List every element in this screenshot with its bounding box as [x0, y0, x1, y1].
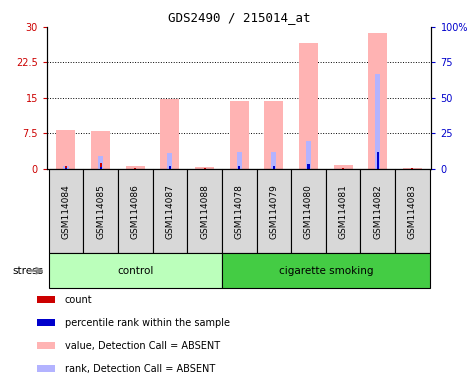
Bar	[273, 166, 275, 169]
Text: count: count	[65, 295, 92, 305]
Bar	[37, 319, 55, 326]
Bar	[236, 152, 242, 169]
Text: GSM114078: GSM114078	[234, 184, 244, 238]
Bar	[222, 169, 257, 253]
Text: GSM114088: GSM114088	[200, 184, 209, 238]
Bar	[238, 166, 240, 169]
Bar	[126, 166, 145, 169]
Bar	[257, 169, 291, 253]
Title: GDS2490 / 215014_at: GDS2490 / 215014_at	[168, 11, 310, 24]
Text: GSM114082: GSM114082	[373, 184, 382, 238]
Bar	[167, 153, 173, 169]
Bar	[49, 169, 83, 253]
Bar	[377, 166, 379, 169]
Bar	[56, 130, 76, 169]
Bar	[98, 156, 103, 169]
Bar	[99, 167, 102, 169]
Text: GSM114086: GSM114086	[131, 184, 140, 238]
Bar	[306, 141, 311, 169]
Bar	[273, 166, 275, 169]
Bar	[169, 166, 171, 169]
Bar	[395, 169, 430, 253]
Bar	[375, 74, 380, 169]
Bar	[326, 169, 361, 253]
Bar	[333, 165, 353, 169]
Bar	[91, 131, 110, 169]
Bar	[63, 166, 68, 169]
Bar	[238, 166, 240, 169]
Bar	[230, 101, 249, 169]
Bar	[37, 366, 55, 372]
Bar	[204, 168, 205, 169]
Bar	[49, 253, 222, 288]
Text: GSM114087: GSM114087	[166, 184, 174, 238]
Text: GSM114080: GSM114080	[304, 184, 313, 238]
Text: cigarette smoking: cigarette smoking	[279, 266, 373, 276]
Bar	[308, 166, 310, 169]
Bar	[271, 152, 276, 169]
Bar	[361, 169, 395, 253]
Bar	[99, 163, 102, 169]
Text: GSM114079: GSM114079	[269, 184, 278, 238]
Text: GSM114081: GSM114081	[339, 184, 348, 238]
Bar	[83, 169, 118, 253]
Text: stress: stress	[12, 266, 44, 276]
Bar	[299, 43, 318, 169]
Bar	[160, 99, 180, 169]
Bar	[169, 166, 171, 169]
Text: GSM114083: GSM114083	[408, 184, 417, 238]
Text: GSM114085: GSM114085	[96, 184, 105, 238]
Bar	[134, 168, 136, 169]
Bar	[222, 253, 430, 288]
Bar	[291, 169, 326, 253]
Bar	[152, 169, 187, 253]
Bar	[377, 152, 379, 169]
Bar	[195, 167, 214, 169]
Bar	[368, 33, 387, 169]
Bar	[65, 166, 67, 169]
Bar	[187, 169, 222, 253]
Bar	[411, 168, 414, 169]
Bar	[37, 296, 55, 303]
Text: rank, Detection Call = ABSENT: rank, Detection Call = ABSENT	[65, 364, 215, 374]
Text: percentile rank within the sample: percentile rank within the sample	[65, 318, 229, 328]
Text: GSM114084: GSM114084	[61, 184, 70, 238]
Bar	[308, 164, 310, 169]
Bar	[118, 169, 152, 253]
Text: control: control	[117, 266, 153, 276]
Bar	[37, 343, 55, 349]
Bar	[65, 168, 67, 169]
Bar	[342, 168, 344, 169]
Bar	[265, 101, 283, 169]
Text: value, Detection Call = ABSENT: value, Detection Call = ABSENT	[65, 341, 219, 351]
